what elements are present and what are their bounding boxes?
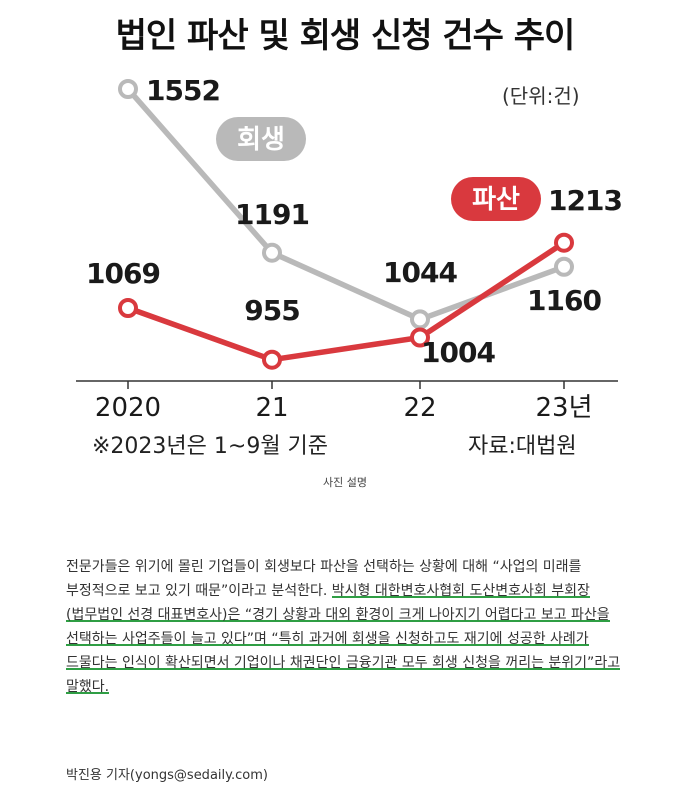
value-label-1-3: 1213 [548, 184, 622, 217]
article-text: 전문가들은 위기에 몰린 기업들이 회생보다 파산을 선택하는 상황에 대해 “… [66, 559, 582, 599]
photo-caption: 사진 설명 [323, 476, 367, 489]
data-point-1-0 [118, 298, 138, 318]
data-point-0-0 [118, 79, 138, 99]
x-tick-label-2: 22 [403, 393, 436, 423]
value-label-1-0: 1069 [86, 257, 160, 290]
value-label-0-2: 1044 [383, 256, 457, 289]
value-label-1-2: 1004 [421, 336, 495, 369]
article-paragraph: 전문가들은 위기에 몰린 기업들이 회생보다 파산을 선택하는 상황에 대해 “… [66, 555, 626, 699]
value-label-0-3: 1160 [527, 284, 601, 317]
line-chart: 2020 21 22 23년 1552 1191 1044 1160 1069 955 1004 12… [76, 74, 623, 423]
legend-pill-1 [451, 177, 541, 221]
chart-note: ※2023년은 1~9월 기준 [92, 434, 329, 459]
legend-pill-0 [216, 117, 306, 161]
legend-label-0: 회생 [237, 125, 285, 155]
data-point-0-3 [554, 256, 574, 277]
unit-label: (단위:건) [502, 84, 580, 108]
data-point-1-1 [262, 349, 282, 370]
data-point-1-3 [554, 232, 574, 253]
byline: 박진용 기자(yongs@sedaily.com) [66, 768, 268, 783]
article-highlighted-quote: 박시형 대한변호사협회 도산변호사회 부회장(법무법인 선경 대표변호사)은 “… [66, 583, 621, 695]
x-tick-label-3: 23년 [535, 393, 592, 423]
value-label-1-1: 955 [244, 294, 299, 327]
series-line-1 [125, 239, 567, 363]
data-point-1-2 [410, 327, 430, 348]
data-point-0-1 [262, 242, 282, 263]
x-tick-label-0: 2020 [95, 393, 161, 423]
x-tick-label-1: 21 [255, 393, 288, 423]
chart-source: 자료:대법원 [468, 434, 577, 459]
value-label-0-0: 1552 [146, 74, 220, 107]
legend-label-1: 파산 [472, 185, 520, 215]
data-point-0-2 [410, 309, 430, 330]
chart-title: 법인 파산 및 회생 신청 건수 추이 [115, 16, 576, 56]
chart-figure: 법인 파산 및 회생 신청 건수 추이 (단위:건) 2020 21 22 23년 15… [76, 16, 623, 459]
value-label-0-1: 1191 [235, 198, 309, 231]
